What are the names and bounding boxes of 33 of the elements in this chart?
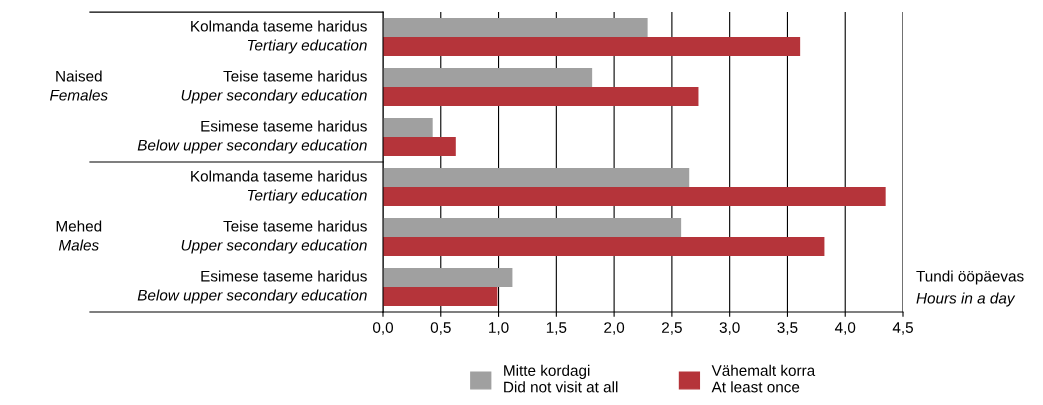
text: Mehed Males xyxy=(56,220,102,251)
bar xyxy=(383,268,513,287)
x-tick-label: 0,5 xyxy=(430,322,451,335)
y-tick-label: Esimese taseme haridus Below upper secondary education xyxy=(137,120,367,154)
y-tick-label: Teise taseme haridus Upper secondary education xyxy=(181,70,367,104)
y-tick-label: Esimese taseme haridus Below upper secondary education xyxy=(137,270,367,304)
bar xyxy=(383,137,456,156)
bar xyxy=(383,237,825,256)
x-tick-label: 3,5 xyxy=(777,322,798,335)
text: Naised Females xyxy=(49,70,108,101)
bar xyxy=(383,68,593,87)
x-axis-title: Tundi ööpäevas Hours in a day xyxy=(916,270,1024,307)
x-tick-label: 1,5 xyxy=(546,322,567,335)
bar xyxy=(383,37,801,56)
legend-label: Vähemalt korra At least once xyxy=(711,364,816,393)
x-tick-label: 2,0 xyxy=(604,322,625,335)
bar xyxy=(383,187,886,206)
bar xyxy=(383,287,498,306)
bar xyxy=(383,87,699,106)
x-tick-label: 4,0 xyxy=(834,322,856,335)
bar xyxy=(383,18,648,37)
bar xyxy=(383,218,682,237)
x-tick-label: 1,0 xyxy=(489,322,509,335)
x-tick-label: 4,5 xyxy=(892,322,913,335)
x-tick-label: 0,0 xyxy=(372,322,394,335)
x-tick-label: 3,0 xyxy=(719,322,740,335)
y-tick-label: Kolmanda taseme haridus Tertiary education xyxy=(191,20,367,54)
bar xyxy=(383,168,690,187)
bar xyxy=(383,118,433,137)
legend-label: Mitte kordagi Did not visit at all xyxy=(504,364,618,393)
y-tick-label: Teise taseme haridus Upper secondary education xyxy=(181,220,367,254)
y-tick-label: Kolmanda taseme haridus Tertiary education xyxy=(191,170,367,204)
x-tick-label: 2,5 xyxy=(662,322,682,335)
